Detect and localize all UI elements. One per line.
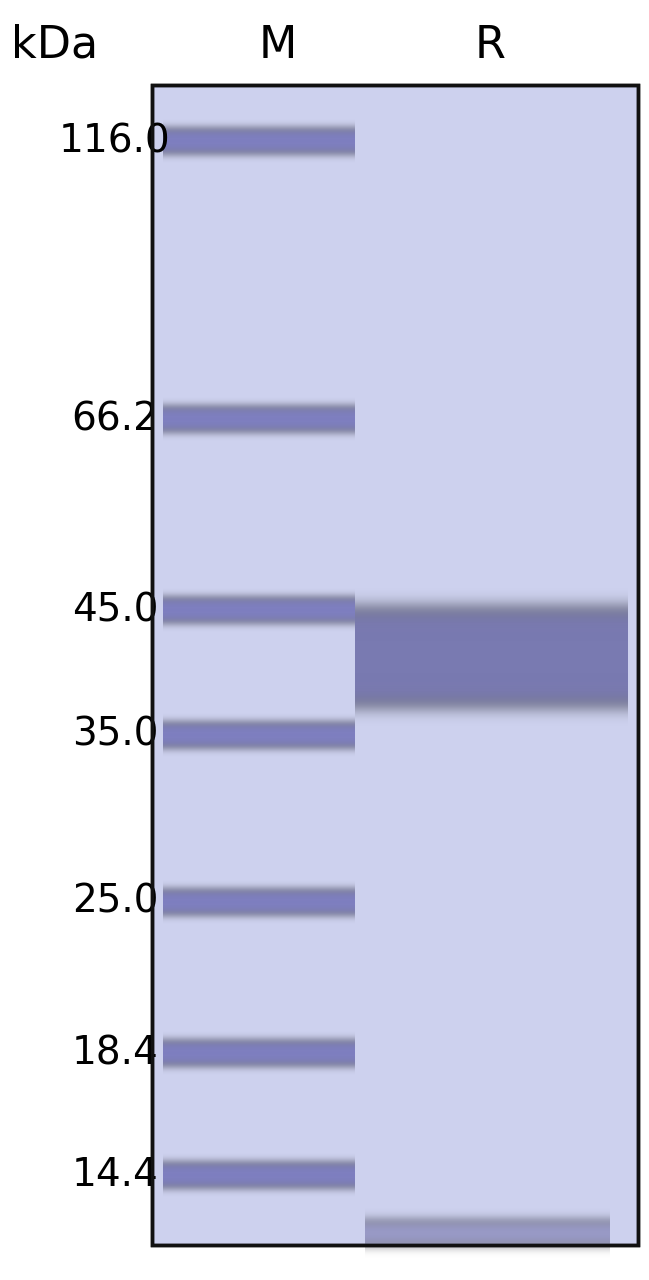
Bar: [152, 84, 638, 1245]
Text: kDa: kDa: [12, 23, 99, 67]
Text: 66.2: 66.2: [71, 401, 158, 438]
Text: R: R: [474, 23, 506, 67]
Text: 45.0: 45.0: [72, 591, 158, 630]
Text: 116.0: 116.0: [59, 123, 171, 160]
Text: 18.4: 18.4: [71, 1034, 158, 1073]
Text: M: M: [259, 23, 297, 67]
Bar: [152, 84, 638, 1245]
Text: 14.4: 14.4: [71, 1156, 158, 1194]
Text: 25.0: 25.0: [72, 883, 158, 920]
Text: 35.0: 35.0: [72, 716, 158, 754]
